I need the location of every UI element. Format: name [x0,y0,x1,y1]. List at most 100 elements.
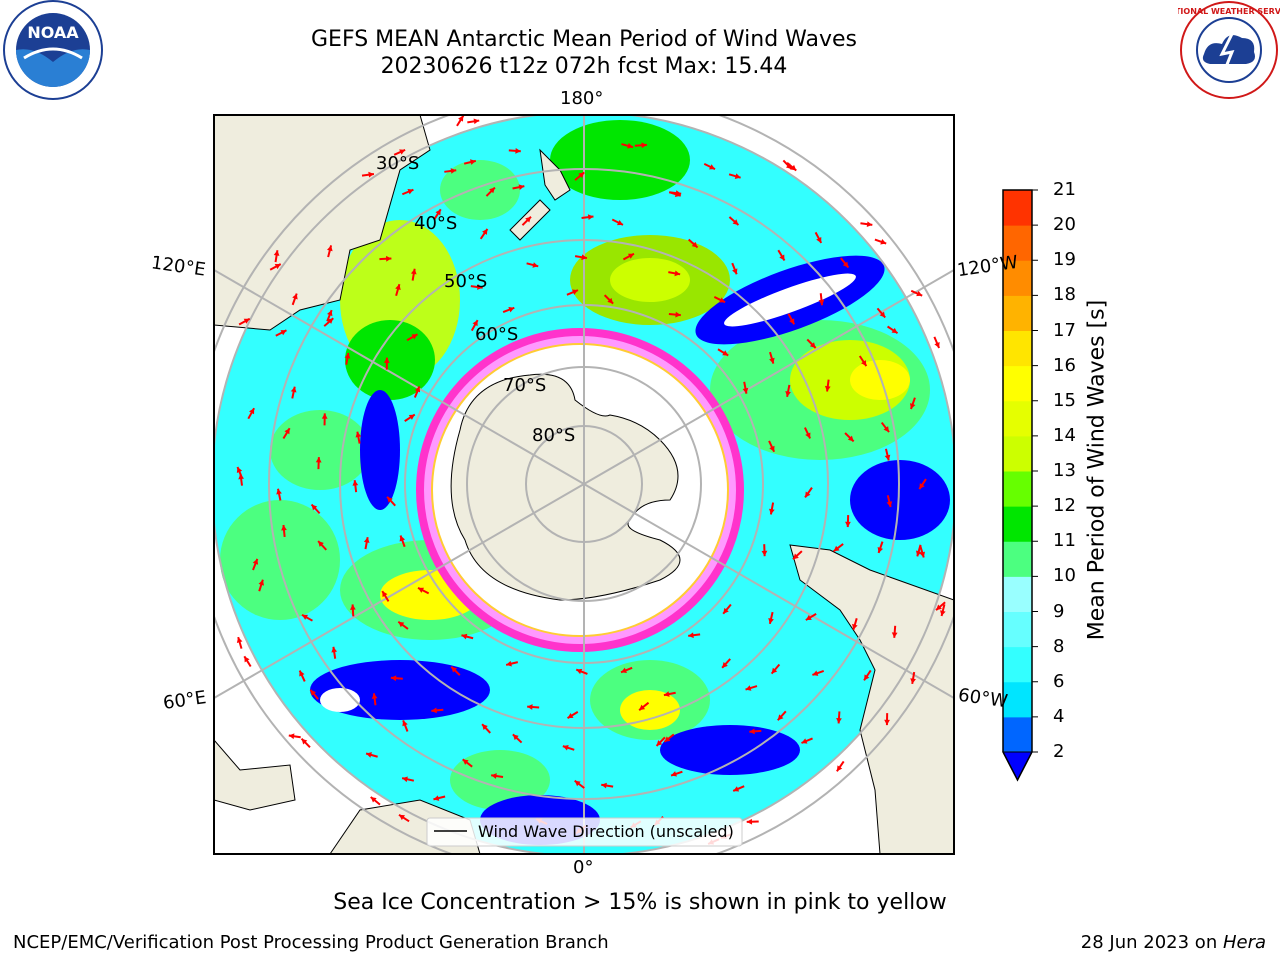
wind-wave-arrowhead [418,587,425,593]
colorbar-bin [1003,365,1032,402]
wind-wave-arrowhead [818,299,825,306]
colorbar-bin [1003,646,1032,683]
wind-wave-arrowhead [674,270,681,277]
colorbar-tick-label: 11 [1053,530,1076,552]
wind-wave-arrowhead [451,666,458,673]
wind-wave-arrowhead [936,604,942,611]
wind-wave-arrowhead [532,262,539,268]
wind-wave-arrowhead [883,426,890,433]
wind-wave-arrowhead [399,535,406,542]
wind-wave-arrowhead [288,733,295,740]
wind-wave-arrowhead [366,752,372,758]
wind-wave-arrowhead [768,618,774,624]
wind-wave-arrowhead [761,550,768,557]
wind-wave-arrowhead [847,435,854,442]
wind-wave-arrowhead [769,445,775,452]
wind-wave-arrowhead [785,163,792,170]
wind-wave-arrowhead [620,667,627,673]
wind-wave-arrowhead [607,297,614,304]
colorbar-tick-label: 8 [1053,635,1065,657]
wind-wave-arrowhead [616,219,623,226]
wind-wave-arrowhead [891,327,898,334]
sea-ice-caption: Sea Ice Concentration > 15% is shown in … [333,890,947,915]
wind-wave-arrowhead [385,255,392,262]
footer-date: 28 Jun 2023 on Hera [1081,932,1266,953]
wind-wave-arrowhead [641,142,647,149]
wind-wave-arrowhead [581,254,587,261]
wind-wave-arrowhead [402,776,408,783]
colorbar-tick-label: 10 [1053,565,1076,587]
wind-wave-arrowhead [916,290,923,297]
wind-wave-arrowhead [382,591,388,598]
wind-wave-arrowhead [398,621,405,628]
wind-wave-arrowhead [399,149,406,155]
lon-label-180: 180° [560,88,604,109]
wind-wave-arrowhead [252,558,259,565]
wind-wave-arrowhead [292,293,298,300]
wind-wave-arrowhead [482,724,488,730]
colorbar-tick-label: 16 [1053,354,1076,376]
wind-wave-arrowhead [578,172,585,178]
lat-label-30s: 30°S [376,153,419,174]
wind-wave-arrowhead [671,771,677,777]
noaa-logo: NOAA [3,0,103,100]
wind-wave-arrowhead [462,759,469,765]
wind-wave-arrowhead [909,403,916,410]
graticule [214,115,954,854]
wind-wave-arrowhead [940,610,946,617]
new-zealand [509,148,571,241]
wind-wave-arrowhead [801,738,808,744]
colorbar-bin [1003,225,1032,261]
wind-wave-arrowhead [934,341,940,348]
wind-wave-arrowhead [301,738,308,745]
wind-wave-arrowhead [411,334,418,340]
wind-wave-arrowhead [506,660,512,667]
wind-wave-arrowhead [315,457,322,463]
wind-wave-arrowhead [884,454,891,461]
colorbar-bin [1003,190,1032,226]
colorbar-tick-label: 4 [1053,705,1065,727]
legend-label: Wind Wave Direction (unscaled) [478,822,734,841]
wind-wave-arrowhead [518,184,525,191]
colorbar-bin [1003,400,1032,437]
colorbar-bin [1003,506,1032,542]
colorbar-bin [1003,576,1032,612]
wind-wave-arrowhead [383,357,390,363]
wind-wave-arrowhead [472,320,478,327]
wind-wave-arrowhead [809,342,816,349]
wind-wave-arrowhead [824,385,831,392]
australia [214,115,431,331]
colorbar-tick-label: 20 [1053,214,1076,236]
wind-wave-arrowhead [845,521,851,528]
wind-wave-arrowhead [709,164,716,170]
colorbar-bin [1003,611,1032,648]
wind-wave-arrowhead [280,330,287,336]
wind-wave-arrowhead [749,728,755,735]
wind-wave-arrowhead [435,209,441,216]
wind-wave-arrowhead [414,386,421,393]
wind-wave-arrowhead [866,221,873,228]
wind-wave-arrowhead [311,504,318,511]
colorbar-bin [1003,260,1032,296]
wind-wave-arrowhead [276,488,282,495]
wind-wave-arrowhead [722,350,729,356]
colorbar-tick-label: 2 [1053,741,1065,762]
wind-wave-arrowhead [745,685,752,691]
wind-wave-arrowhead [886,501,893,507]
colorbar-bin [1003,435,1032,472]
colorbar-tick-label: 13 [1053,460,1076,481]
colorbar-extend-arrow [1002,751,1033,782]
wind-wave-arrowhead [601,782,607,789]
wind-wave-arrowhead [691,241,698,248]
colorbar-bin [1003,716,1032,753]
wind-wave-arrowhead [719,297,726,303]
wind-wave-arrowhead [733,786,740,792]
wind-wave-arrowhead [919,551,926,558]
wind-wave-arrows [236,115,946,845]
map-title: GEFS MEAN Antarctic Mean Period of Wind … [311,27,857,52]
wind-wave-arrowhead [363,537,370,543]
wind-wave-arrowhead [910,678,916,684]
wind-wave-arrowhead [407,189,414,195]
wind-wave-arrowhead [331,646,338,653]
